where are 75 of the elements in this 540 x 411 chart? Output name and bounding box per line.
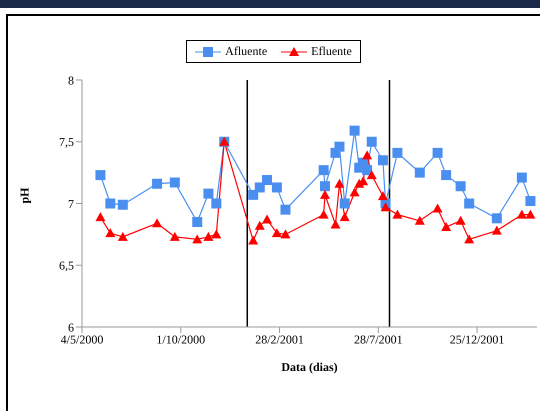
point: [525, 210, 536, 219]
point: [272, 182, 282, 192]
point: [192, 217, 202, 228]
point: [334, 178, 344, 188]
point: [262, 214, 272, 224]
point: [254, 182, 265, 192]
point: [330, 219, 341, 228]
point: [95, 170, 106, 180]
point: [464, 198, 474, 208]
point: [350, 187, 360, 196]
x-tick-label: 28/2/2001: [255, 332, 304, 347]
point: [525, 196, 536, 206]
point: [441, 222, 452, 231]
point: [320, 190, 330, 199]
y-tick-label: 6: [68, 320, 74, 334]
point: [456, 216, 466, 225]
point: [211, 229, 222, 238]
x-tick-label: 4/5/2000: [60, 332, 104, 347]
point: [492, 213, 502, 224]
point: [272, 228, 282, 238]
point: [318, 165, 329, 176]
point: [432, 148, 443, 158]
point: [152, 218, 162, 228]
point: [262, 175, 272, 186]
point: [280, 204, 290, 215]
point: [248, 190, 258, 200]
point: [456, 181, 466, 192]
point: [192, 234, 202, 244]
point: [318, 210, 329, 219]
point: [366, 136, 377, 147]
x-tick-label: 25/12/2001: [450, 332, 504, 347]
point: [280, 229, 290, 238]
point: [105, 198, 116, 208]
point: [334, 142, 344, 152]
point: [414, 168, 425, 178]
legend-label: Efluente: [310, 44, 352, 59]
point: [432, 203, 443, 212]
point: [320, 181, 330, 192]
point: [203, 188, 214, 199]
point: [378, 191, 388, 200]
x-axis-title: Data (dias): [281, 360, 338, 374]
point: [152, 178, 162, 189]
point: [392, 210, 402, 219]
point: [203, 232, 214, 241]
legend-label: Afluente: [224, 44, 268, 59]
point: [118, 200, 128, 210]
point: [441, 170, 452, 180]
point: [248, 236, 258, 245]
y-tick-label: 6,5: [59, 258, 74, 273]
point: [366, 170, 377, 180]
point: [516, 172, 527, 183]
x-tick-label: 28/7/2001: [354, 332, 403, 347]
y-tick-label: 7: [68, 196, 74, 211]
point: [170, 232, 180, 241]
point: [464, 234, 474, 244]
point: [362, 150, 372, 160]
point: [340, 198, 350, 208]
point: [516, 210, 527, 219]
point: [118, 232, 128, 241]
y-tick-label: 8: [68, 73, 74, 88]
point: [492, 226, 502, 235]
point: [211, 198, 222, 208]
point: [378, 155, 388, 166]
point: [170, 178, 180, 188]
y-tick-label: 7,5: [59, 135, 74, 150]
point: [254, 220, 265, 230]
point: [105, 228, 116, 238]
point: [340, 212, 350, 222]
point: [380, 202, 391, 212]
point: [350, 126, 360, 136]
point: [392, 148, 402, 158]
point: [414, 216, 425, 225]
y-axis-title: pH: [17, 186, 32, 204]
point: [95, 212, 106, 222]
x-tick-label: 1/10/2000: [156, 332, 206, 347]
